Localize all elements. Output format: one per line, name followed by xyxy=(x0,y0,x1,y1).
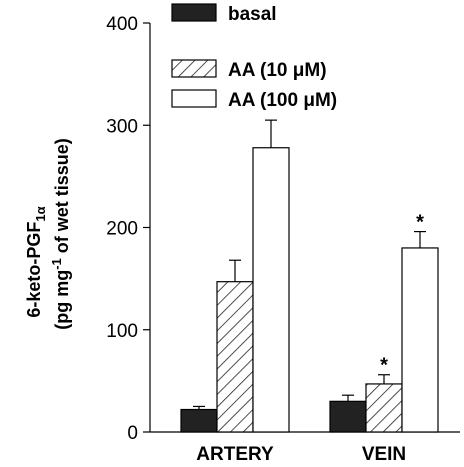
bar-artery-1 xyxy=(216,281,254,433)
y-tick-label: 200 xyxy=(106,219,138,240)
y-axis-unit-post: of wet tissue) xyxy=(52,138,72,258)
y-tick-label: 0 xyxy=(127,423,138,444)
y-tick-label: 300 xyxy=(106,116,138,137)
legend: basal AA (10 μM) AA (100 μM) xyxy=(171,3,337,111)
significance-star: * xyxy=(380,355,388,377)
legend-swatch xyxy=(171,59,217,78)
bar-artery-0 xyxy=(180,408,218,433)
legend-swatch xyxy=(171,3,217,22)
legend-swatch xyxy=(171,89,217,108)
bar-vein-0 xyxy=(329,400,367,433)
y-axis-title-line2: (pg mg-1 of wet tissue) xyxy=(49,138,72,330)
bar-vein-1 xyxy=(365,383,403,433)
legend-label: basal xyxy=(228,4,277,25)
y-axis-unit-superscript: -1 xyxy=(49,258,64,270)
y-tick-label: 100 xyxy=(106,321,138,342)
y-axis-title-subscript: 1α xyxy=(33,206,48,221)
x-category-label: ARTERY xyxy=(196,444,274,465)
y-axis-title-line1: 6-keto-PGF1α xyxy=(24,206,48,317)
x-category-label: VEIN xyxy=(362,444,406,465)
legend-label: AA (10 μM) xyxy=(228,60,327,81)
legend-label: AA (100 μM) xyxy=(228,90,337,111)
bars: ** xyxy=(180,119,439,433)
y-ticks: 0 100 200 300 400 xyxy=(106,14,150,444)
y-tick-label: 400 xyxy=(106,14,138,35)
x-labels: ARTERY VEIN xyxy=(196,444,406,465)
bar-artery-2 xyxy=(252,147,290,433)
significance-star: * xyxy=(416,212,424,234)
y-axis-unit-pre: (pg mg xyxy=(52,270,72,330)
bar-vein-2 xyxy=(401,247,439,433)
y-axis-title-main: 6-keto-PGF xyxy=(24,222,44,318)
